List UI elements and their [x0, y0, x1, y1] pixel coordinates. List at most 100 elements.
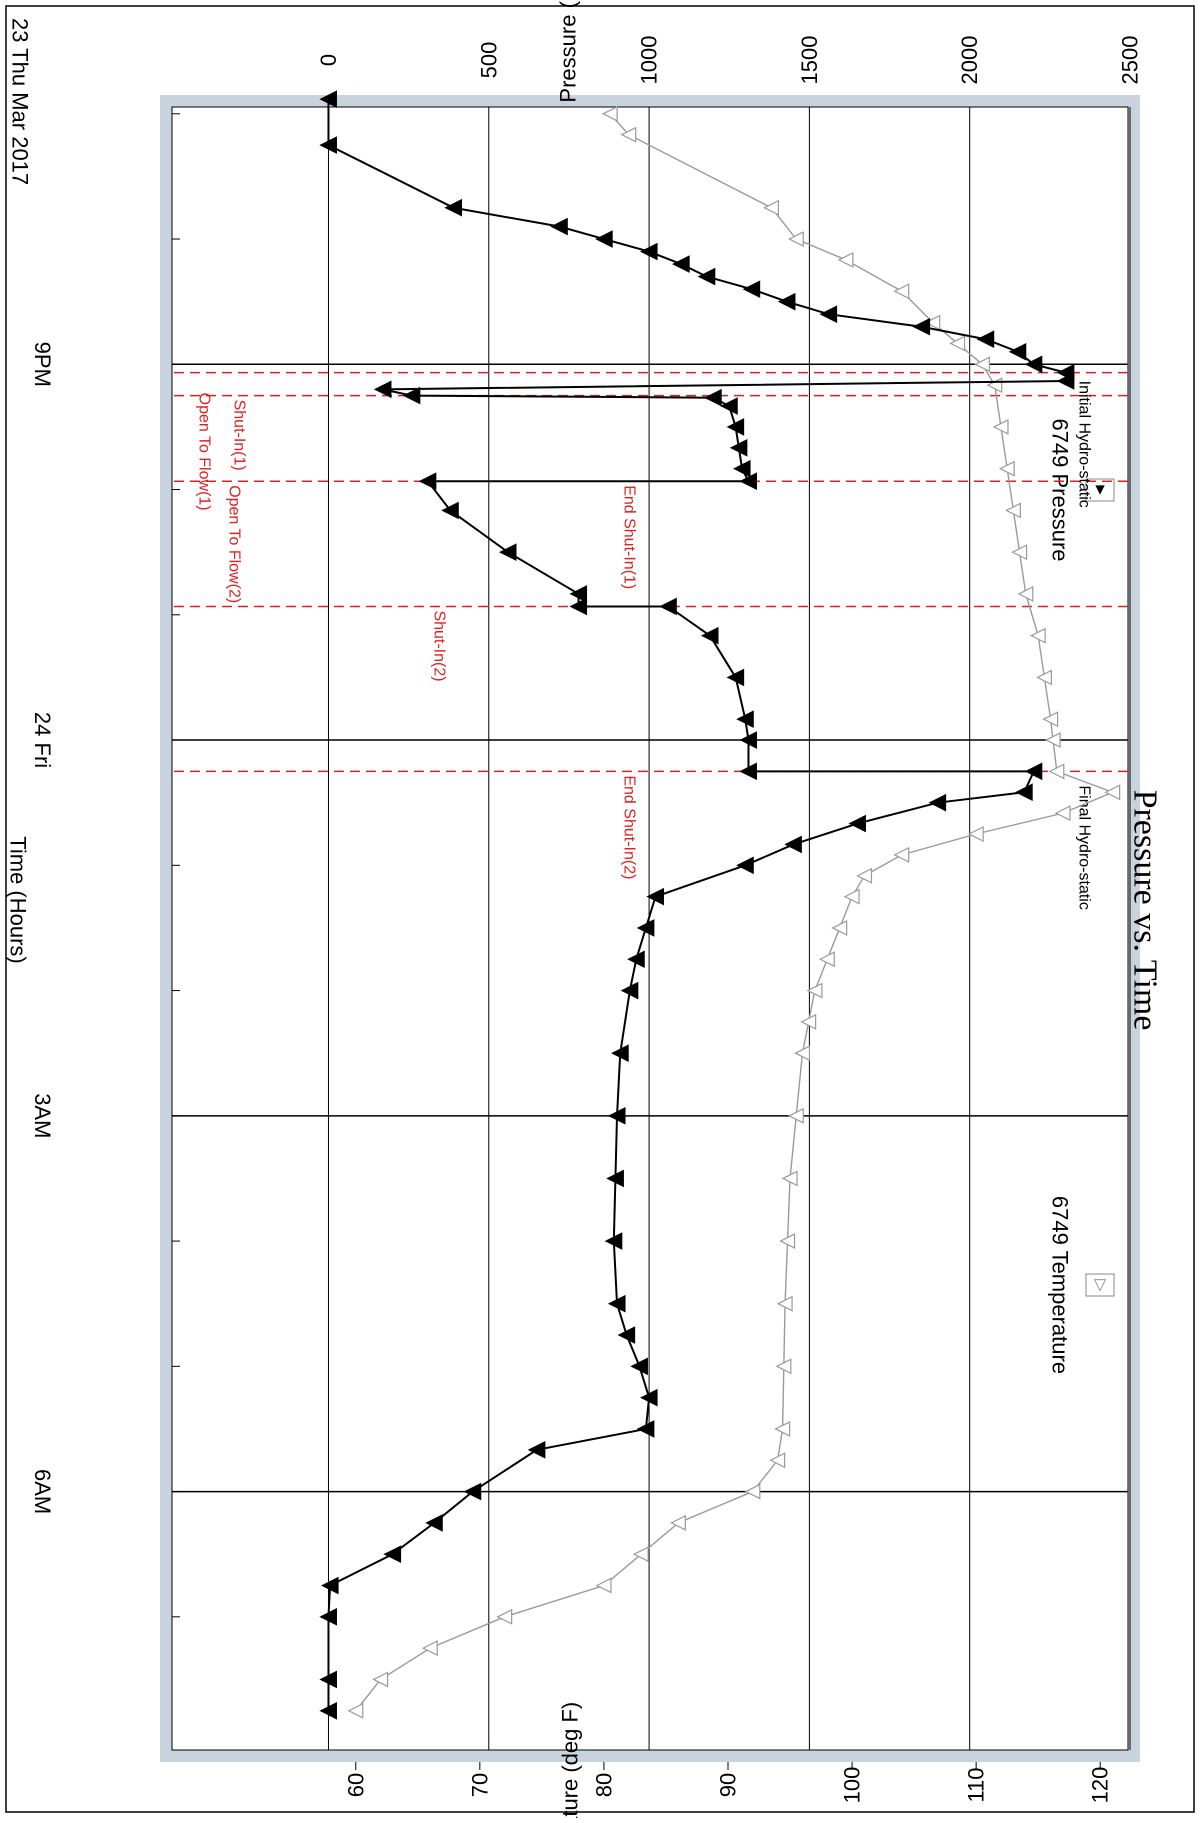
- temperature-point: [776, 1295, 793, 1312]
- temperature-point: [843, 888, 860, 905]
- pressure-point: [425, 1514, 443, 1532]
- pressure-axis-label: Pressure (psig): [556, 0, 581, 103]
- pressure-point: [463, 1482, 482, 1501]
- pressure-point: [630, 1357, 648, 1376]
- temperature-tick-label: 90: [715, 1773, 740, 1797]
- temperature-tick-label: 70: [467, 1773, 492, 1797]
- x-axis-label: Time (Hours): [6, 836, 31, 964]
- temperature-tick-label: 110: [964, 1767, 989, 1802]
- temperature-tick-label: 80: [591, 1773, 616, 1797]
- temperature-point: [601, 105, 618, 122]
- temperature-point: [974, 356, 990, 373]
- temperature-point: [781, 1170, 798, 1187]
- pressure-point: [777, 292, 796, 311]
- pressure-point: [700, 626, 719, 645]
- temperature-point: [774, 1420, 791, 1437]
- event-label: Final Hydro-static: [1076, 785, 1093, 909]
- pressure-point: [319, 136, 337, 154]
- temperature-point: [1042, 711, 1059, 728]
- pressure-tick-label: 1500: [797, 36, 822, 85]
- pressure-point: [319, 1670, 337, 1689]
- temperature-point: [632, 1546, 649, 1563]
- temperature-point: [893, 846, 910, 863]
- pressure-point: [726, 668, 745, 687]
- pressure-point: [1015, 783, 1033, 802]
- pressure-point: [912, 317, 931, 336]
- temperature-point: [837, 251, 854, 268]
- pressure-point: [418, 472, 437, 491]
- temperature-point: [1048, 763, 1065, 780]
- legend-label: 6749 Temperature: [1048, 1196, 1073, 1374]
- event-label: End Shut-In(2): [621, 775, 638, 879]
- temperature-point: [992, 418, 1009, 435]
- event-label: Shut-In(1): [231, 400, 248, 471]
- event-label: Open To Flow(1): [196, 393, 213, 511]
- pressure-point: [659, 597, 677, 616]
- pressure-point: [617, 1326, 636, 1344]
- pressure-point: [569, 585, 588, 603]
- pressure-point: [319, 1608, 337, 1626]
- pressure-point: [620, 981, 639, 1000]
- temperature-point: [998, 460, 1015, 477]
- temperature-point: [818, 951, 835, 968]
- pressure-point: [627, 950, 645, 969]
- pressure-tick-label: 2500: [1118, 36, 1143, 85]
- pressure-point: [611, 1044, 629, 1063]
- temperature-point: [1005, 502, 1021, 519]
- pressure-point: [320, 1576, 339, 1595]
- temperature-point: [1011, 544, 1028, 561]
- temperature-point: [893, 283, 910, 300]
- temperature-tick-label: 60: [343, 1773, 368, 1797]
- pressure-point: [729, 438, 748, 457]
- temperature-point: [856, 867, 873, 884]
- pressure-point: [928, 793, 947, 812]
- temperature-point: [1029, 627, 1046, 644]
- temperature-point: [794, 1045, 811, 1062]
- pressure-point: [1024, 762, 1043, 781]
- temperature-point: [347, 1702, 364, 1719]
- pressure-point: [319, 1701, 337, 1720]
- outer-border: [5, 5, 1195, 1813]
- temperature-point: [1104, 784, 1121, 801]
- temperature-tick-label: 120: [1088, 1767, 1113, 1804]
- temperature-point: [924, 314, 941, 331]
- pressure-point: [373, 380, 392, 399]
- temperature-point: [372, 1671, 389, 1688]
- temperature-series-line: [355, 113, 1115, 1712]
- temperature-axis-label: Temperature (deg F): [558, 1702, 583, 1818]
- temperature-point: [1054, 805, 1071, 822]
- temperature-point: [421, 1640, 438, 1657]
- pressure-point: [697, 267, 716, 286]
- pressure-tick-label: 1000: [637, 36, 662, 85]
- pressure-point: [607, 1107, 626, 1125]
- pressure-point: [1008, 342, 1027, 361]
- temperature-point: [670, 1514, 686, 1531]
- pressure-point: [527, 1441, 546, 1459]
- pressure-point: [639, 242, 658, 261]
- pressure-point: [739, 472, 757, 491]
- chart-title: Pressure vs. Time: [1127, 790, 1164, 1031]
- pressure-point: [604, 1232, 623, 1250]
- event-label: Initial Hydro-static: [1076, 381, 1093, 508]
- pressure-tick-label: 2000: [957, 36, 982, 85]
- pressure-point: [848, 814, 866, 833]
- temperature-point: [744, 1483, 761, 1500]
- pressure-point: [402, 386, 421, 405]
- pressure-point: [383, 1545, 402, 1564]
- pressure-point: [672, 255, 690, 273]
- time-tick-label: 24 Fri: [30, 712, 55, 768]
- temperature-point: [800, 1013, 817, 1030]
- rotated-plot-group: 0 500 1000 1500 2000 2500 60 70 80 90 100 110 120 9PM…: [6, 0, 1164, 1823]
- pressure-point: [732, 459, 751, 478]
- temperature-point: [1017, 585, 1034, 602]
- temperature-tick-label: 100: [840, 1767, 865, 1804]
- pressure-point: [1024, 355, 1043, 374]
- pressure-point: [720, 397, 738, 415]
- legend-swatch-box: [1085, 1273, 1115, 1297]
- pressure-point: [704, 388, 722, 407]
- pressure-point: [636, 919, 655, 937]
- temperature-point: [496, 1608, 513, 1625]
- pressure-point: [550, 217, 568, 236]
- legend-swatch-box: [1085, 478, 1115, 502]
